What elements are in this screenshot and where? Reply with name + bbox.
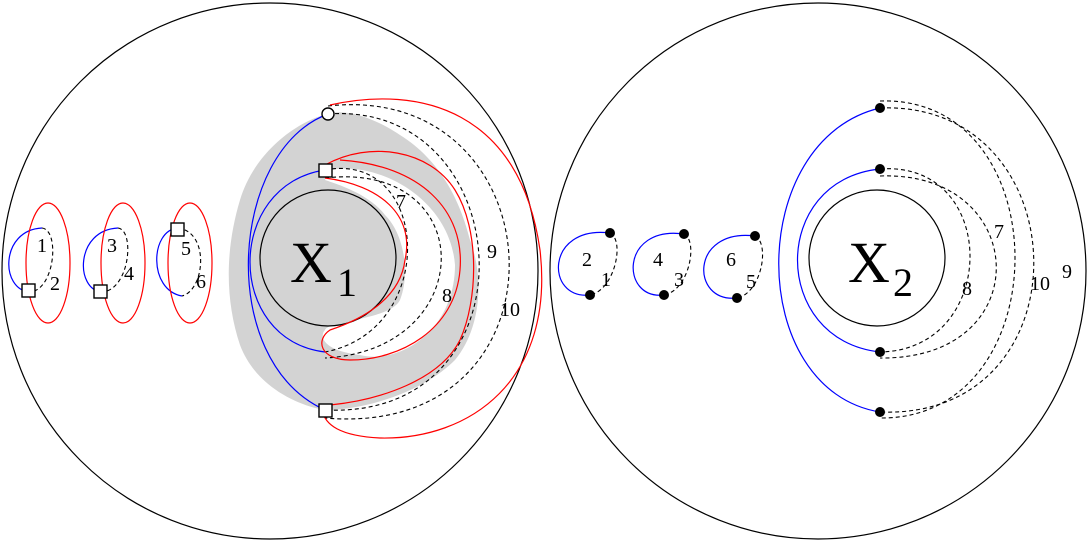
dot-marker — [732, 293, 742, 303]
dashed-arc-7-right — [879, 168, 971, 353]
center-label-x1: X — [290, 230, 332, 295]
outer-disk-right — [549, 2, 1087, 540]
blue-arc-outer-right — [778, 107, 881, 413]
arc-label-2-right: 2 — [582, 249, 592, 271]
arc-label-8: 8 — [442, 285, 452, 307]
center-label-x2: X — [848, 230, 890, 295]
arc-label-1: 1 — [37, 235, 47, 257]
square-marker — [93, 284, 108, 299]
loop-pair-3-4 — [82, 202, 146, 324]
loop-pair-4-3-right — [632, 232, 692, 296]
red-ellipse-1-2 — [25, 202, 71, 324]
arc-label-2: 2 — [50, 273, 60, 295]
arc-label-6-right: 6 — [726, 249, 736, 271]
dot-marker — [875, 103, 885, 113]
dot-marker — [659, 290, 669, 300]
arc-label-8-right: 8 — [962, 278, 972, 300]
loop-pair-6-5-right — [703, 234, 764, 299]
dot-marker — [875, 347, 885, 357]
dot-marker — [585, 290, 595, 300]
arc-label-7: 7 — [396, 191, 406, 213]
arc-label-9-right: 9 — [1062, 261, 1072, 283]
blue-arc-inner-right — [796, 168, 881, 353]
blue-arc-inner — [249, 169, 326, 353]
arc-label-4-right: 4 — [653, 249, 663, 271]
inner-disk-x2 — [808, 189, 946, 327]
arc-label-1-right: 1 — [601, 269, 611, 291]
square-marker — [21, 283, 36, 298]
red-curve-inner-boundary — [324, 150, 475, 406]
dot-marker — [605, 228, 615, 238]
dashed-arc-8-right — [879, 175, 997, 359]
inner-disk-x1 — [259, 189, 397, 327]
arc-label-10-right: 10 — [1030, 273, 1050, 295]
square-marker — [318, 163, 333, 178]
arc-label-6: 6 — [196, 271, 206, 293]
dot-marker — [875, 164, 885, 174]
panel-right: X 2 2 — [549, 2, 1087, 540]
blue-arc-outer — [247, 113, 329, 411]
dashed-arc-9-right — [879, 107, 1035, 413]
dot-marker — [750, 231, 760, 241]
arc-label-4: 4 — [124, 263, 134, 285]
arc-label-10: 10 — [500, 299, 520, 321]
dot-marker — [875, 407, 885, 417]
loop-pair-2-1-right — [557, 231, 618, 296]
red-ellipse-5-6 — [167, 202, 213, 324]
square-marker — [318, 403, 333, 418]
inner-disk-fill — [260, 190, 396, 326]
panel-left: X 1 — [1, 2, 543, 540]
red-curve-c-shape — [321, 159, 461, 361]
dashed-arc-8 — [324, 176, 442, 359]
circle-marker — [321, 107, 335, 121]
dot-marker — [679, 229, 689, 239]
loop-pair-1-2 — [8, 202, 71, 324]
arc-label-3-right: 3 — [674, 269, 684, 291]
loop-pair-5-6 — [156, 202, 213, 324]
arc-label-7-right: 7 — [994, 221, 1004, 243]
arc-label-9: 9 — [487, 241, 497, 263]
square-marker — [170, 222, 185, 237]
arc-label-5-right: 5 — [746, 271, 756, 293]
center-label-x1-subscript: 1 — [337, 260, 357, 305]
arc-label-3: 3 — [107, 235, 117, 257]
outer-disk-left — [1, 2, 539, 540]
arc-label-5: 5 — [181, 238, 191, 260]
dashed-arc-9 — [324, 113, 480, 411]
dashed-arc-10-right — [879, 100, 1016, 419]
center-label-x2-subscript: 2 — [893, 260, 913, 305]
red-curve-outer — [321, 98, 543, 439]
red-ellipse-3-4 — [100, 202, 146, 324]
